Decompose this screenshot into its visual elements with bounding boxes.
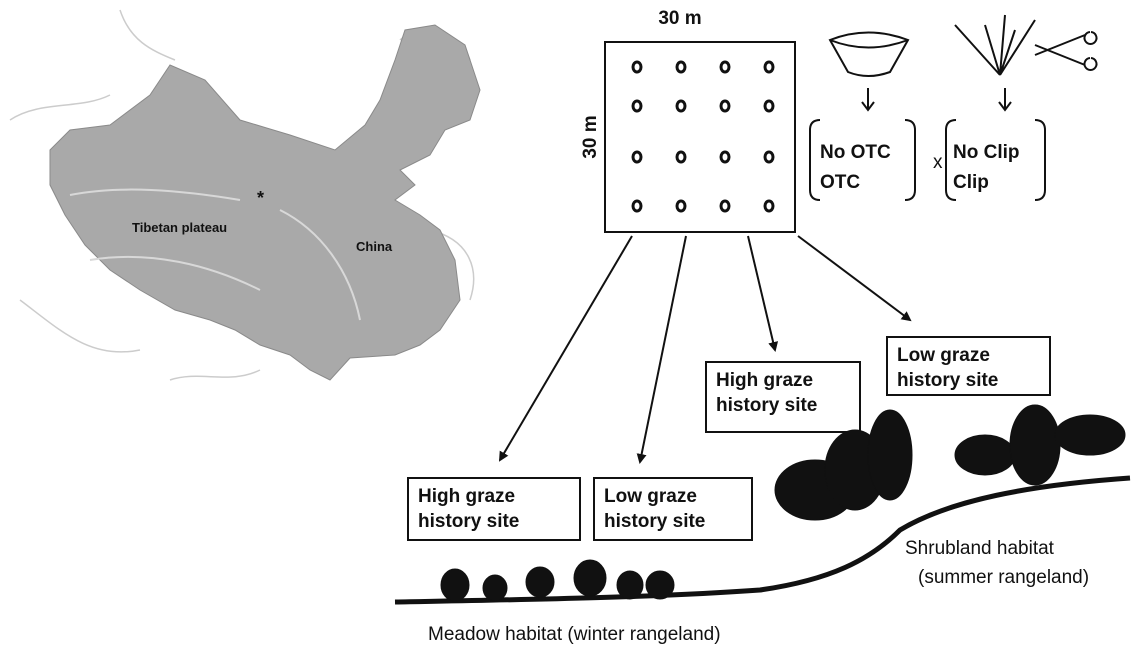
map: Tibetan plateau China * [9,9,481,381]
arrow [861,88,1012,112]
subplot [719,99,731,113]
subplot [675,199,687,213]
subplot [675,150,687,164]
ground [394,475,1131,605]
site-label: history site [897,370,998,391]
clip-option: No Clip [953,142,1020,163]
map-label: Tibetan plateau [132,220,227,235]
subplot [763,199,775,213]
subplot [763,150,775,164]
arrow [747,235,779,352]
subplot [763,60,775,74]
plot-square [604,41,796,233]
plant [954,14,1036,76]
subplot [675,60,687,74]
site-label: history site [604,511,705,532]
site-label: High graze [418,486,515,507]
otc-option: No OTC [820,142,891,163]
site-box [886,336,1051,396]
habitat-label: (summer rangeland) [918,567,1089,588]
site-box [705,361,861,433]
landscape [394,404,1131,605]
subplot [631,199,643,213]
subplot [631,60,643,74]
plot: 30 m 30 m [580,8,796,233]
map-label: China [356,239,393,254]
relief [69,188,361,321]
subplots [631,60,775,213]
site-label: history site [716,395,817,416]
operator: x [933,152,943,173]
subplot [719,150,731,164]
site-box [593,477,753,541]
plot-width-label: 30 m [658,8,701,29]
clip-option: Clip [953,172,989,193]
scissors [1034,31,1098,71]
site-arrows [498,235,912,464]
arrow [498,235,633,462]
subplot [675,99,687,113]
site-label: history site [418,511,519,532]
shrubs [774,404,1126,521]
subplot [719,199,731,213]
site-label: High graze [716,370,813,391]
arrow [797,235,912,322]
plot-height-label: 30 m [580,115,601,158]
site-box [407,477,581,541]
habitat-label: Shrubland habitat [905,538,1055,559]
site-label: Low graze [604,486,697,507]
treatments [809,14,1098,201]
arrow [636,235,687,464]
site-marker: * [257,188,264,208]
bracket [945,119,1046,201]
subplot [631,150,643,164]
habitat-label: Meadow habitat (winter rangeland) [428,624,721,645]
bracket [809,119,916,201]
site-label: Low graze [897,345,990,366]
subplot [631,99,643,113]
subplot [763,99,775,113]
china-outline [49,24,481,381]
meadow-plants [440,559,675,602]
otc-chamber [828,31,910,77]
otc-option: OTC [820,172,860,193]
subplot [719,60,731,74]
sites: High graze history site Low graze history s… [407,336,1051,541]
borders [9,9,475,381]
